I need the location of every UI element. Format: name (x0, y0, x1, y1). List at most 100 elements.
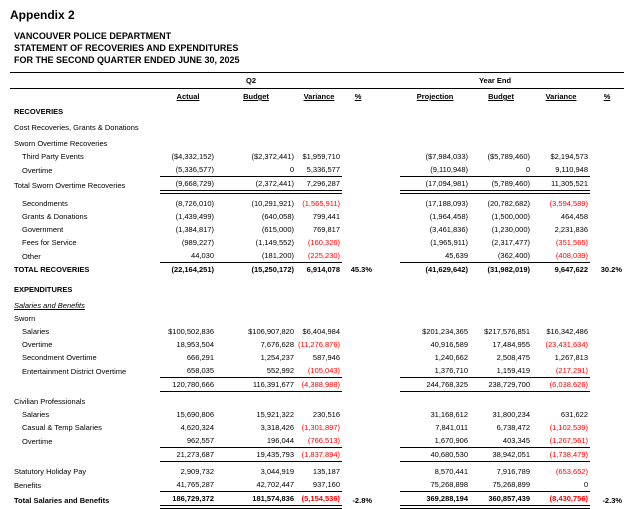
cell: 9,647,622 (554, 265, 589, 274)
year-end-group-header: Year End (400, 72, 591, 89)
cell: (8,726,010) (175, 199, 214, 208)
column-gap (374, 210, 400, 223)
cell: (653,652) (555, 467, 589, 476)
cell: (362,400) (470, 249, 533, 263)
cell: 0 (470, 163, 533, 177)
table-row: Sworn (10, 312, 624, 325)
cell: (1,102,539) (549, 423, 589, 432)
cell (342, 249, 374, 263)
cell: 45.3% (350, 265, 373, 274)
row-label: Entertainment District Overtime (22, 366, 127, 376)
cell (342, 378, 374, 392)
cell (342, 421, 374, 434)
table-row: Other 44,030 (181,200) (225,230) 45,639 (362,… (10, 249, 624, 263)
header-budget: Budget (488, 92, 514, 101)
cell: (23,431,634) (545, 340, 589, 349)
table-row: Total Sworn Overtime Recoveries (9,668,72… (10, 176, 624, 194)
table-row: Salaries and Benefits (10, 299, 624, 312)
cell: 44,030 (160, 249, 216, 263)
cell: 196,044 (216, 434, 296, 448)
row-label: Sworn Overtime Recoveries (14, 139, 108, 148)
cell: (351,565) (555, 238, 589, 247)
table-row: Statutory Holiday Pay 2,909,732 3,044,919 1… (10, 465, 624, 478)
column-gap (374, 492, 400, 508)
cell (342, 163, 374, 177)
cell: (2,372,441) (216, 176, 296, 194)
column-gap (374, 325, 400, 338)
cell: (105,043) (296, 364, 343, 378)
cell: 19,435,793 (216, 447, 296, 462)
cell: (408,039) (532, 249, 591, 263)
cell: 464,458 (560, 212, 589, 221)
cell (590, 378, 624, 392)
cell (342, 434, 374, 448)
cell: 1,240,662 (434, 353, 469, 362)
cell: 403,345 (470, 434, 533, 448)
cell: (225,230) (296, 249, 343, 263)
cell: $6,404,984 (302, 327, 341, 336)
table-row: Total Salaries and Benefits 186,729,372 18… (10, 491, 624, 509)
table-row (10, 276, 624, 283)
row-label: Casual & Temp Salaries (22, 423, 102, 432)
cell: $106,907,820 (248, 327, 294, 336)
cell: 937,160 (296, 478, 343, 492)
cell: 587,946 (312, 353, 341, 362)
cell: 181,574,836 (216, 491, 296, 509)
table-row: Benefits 41,765,287 42,702,447 937,160 75,26… (10, 478, 624, 492)
table-row: Sworn Overtime Recoveries (10, 137, 624, 150)
cell (590, 197, 624, 210)
table-row: 21,273,687 19,435,793 (1,837,894) 40,680,53… (10, 447, 624, 462)
cell (590, 210, 624, 223)
cell: (766,513) (296, 434, 343, 448)
column-gap (374, 236, 400, 249)
cell: (1,230,000) (491, 225, 531, 234)
table-row: Government (1,384,817) (615,000) 769,817 (3,… (10, 223, 624, 236)
cell (590, 325, 624, 338)
cell (342, 364, 374, 378)
cell: 120,780,666 (160, 377, 216, 392)
cell (590, 465, 624, 478)
column-gap (374, 408, 400, 421)
cell: (4,388,988) (296, 377, 343, 392)
cell: ($4,332,152) (171, 152, 214, 161)
table-row: Overtime (5,336,577) 0 5,336,577 (9,110,948)… (10, 163, 624, 177)
cell (342, 465, 374, 478)
cell (590, 163, 624, 177)
cell: (20,782,682) (487, 199, 531, 208)
cell (342, 236, 374, 249)
header-budget: Budget (243, 92, 269, 101)
cell: 15,921,322 (256, 410, 294, 419)
column-gap (374, 150, 400, 163)
cell (590, 448, 624, 462)
cell: ($7,984,033) (425, 152, 469, 161)
row-label: Statutory Holiday Pay (14, 467, 87, 476)
table-row: Civilian Professionals (10, 395, 624, 408)
cell: 1,254,237 (260, 353, 294, 362)
cell: 6,738,472 (496, 423, 531, 432)
table-row: Secondments (8,726,010) (10,291,921) (1,565… (10, 197, 624, 210)
column-gap (374, 421, 400, 434)
column-gap (374, 434, 400, 448)
table-row: Secondment Overtime 666,291 1,254,237 587,9… (10, 351, 624, 364)
cell: (17,094,981) (400, 176, 471, 194)
cell: 369,288,194 (400, 491, 471, 509)
cell: (31,982,019) (487, 265, 531, 274)
cell (590, 408, 624, 421)
cell: 962,557 (160, 434, 216, 448)
table-row: Entertainment District Overtime 658,035 55… (10, 364, 624, 378)
cell: (11,276,876) (298, 340, 341, 349)
cell (590, 434, 624, 448)
column-gap (374, 465, 400, 478)
cell: 9,110,948 (532, 163, 591, 177)
column-gap (374, 364, 400, 378)
cell: (217,291) (532, 364, 591, 378)
row-label (10, 448, 160, 462)
column-gap (374, 177, 400, 193)
report-title-line: VANCOUVER POLICE DEPARTMENT (14, 31, 172, 41)
cell: (5,789,460) (470, 176, 533, 194)
cell: (5,336,577) (160, 163, 216, 177)
header-variance: Variance (545, 92, 577, 101)
table-row: Third Party Events ($4,332,152) ($2,372,44… (10, 150, 624, 163)
cell: 7,841,011 (435, 423, 469, 432)
cell: (1,964,458) (429, 212, 469, 221)
